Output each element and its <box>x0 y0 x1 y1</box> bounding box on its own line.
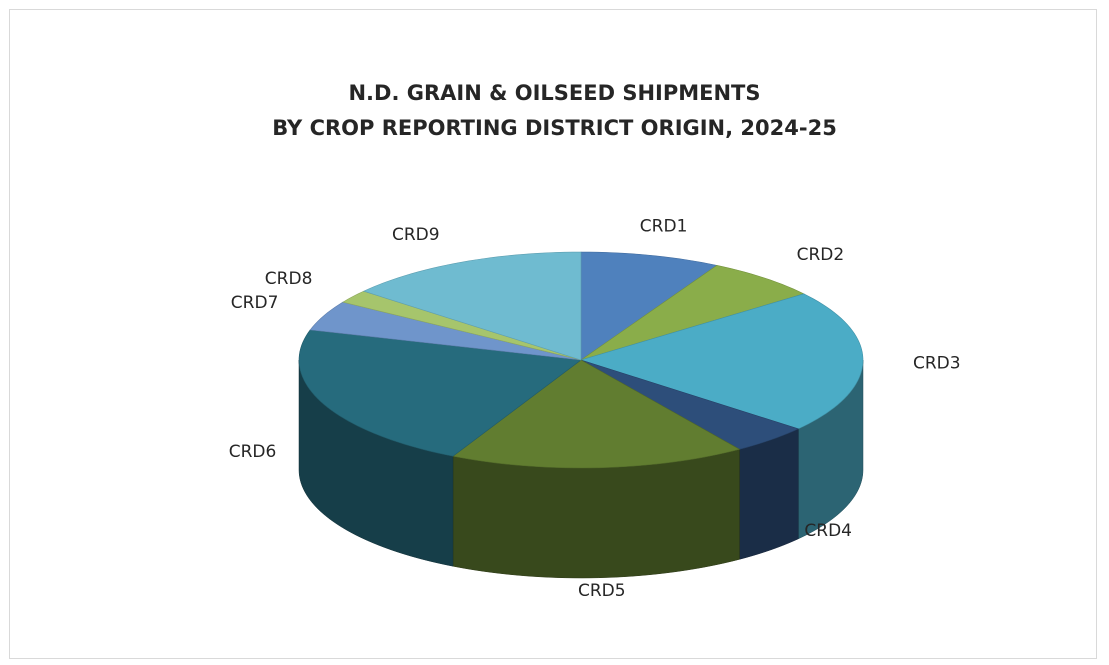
pie-slice-crd2 <box>580 265 805 361</box>
slice-label-crd1: CRD1 <box>640 216 688 236</box>
pie-labels: CRD1 CRD2 CRD3 CRD4 CRD5 CRD6 CRD7 CRD8 CRD9 <box>229 216 961 601</box>
pie-depth <box>298 359 864 579</box>
pie-slice-crd4 <box>580 359 800 450</box>
pie-slice-crd3 <box>579 293 864 430</box>
slice-label-crd8: CRD8 <box>265 269 313 289</box>
slice-label-crd3: CRD3 <box>913 354 961 374</box>
pie-slice-crd9 <box>362 251 582 361</box>
chart-title-block: N.D. GRAIN & OILSEED SHIPMENTS BY CROP R… <box>0 76 1109 146</box>
pie-slice-crd8 <box>342 290 582 361</box>
pie-top <box>298 251 864 469</box>
slice-label-crd7: CRD7 <box>231 293 279 313</box>
chart-title: N.D. GRAIN & OILSEED SHIPMENTS <box>348 81 761 105</box>
slice-label-crd5: CRD5 <box>578 581 626 601</box>
pie-slice-crd6 <box>298 329 582 457</box>
chart-subtitle: BY CROP REPORTING DISTRICT ORIGIN, 2024-… <box>272 116 837 140</box>
pie-side-crd5 <box>452 448 740 579</box>
pie-side-crd4 <box>739 428 799 560</box>
pie-slice-crd5 <box>452 359 741 469</box>
pie-slice-crd7 <box>309 301 582 361</box>
slice-label-crd4: CRD4 <box>804 521 852 541</box>
pie-slice-crd1 <box>580 251 718 361</box>
slice-label-crd2: CRD2 <box>797 245 845 265</box>
slice-label-crd6: CRD6 <box>229 442 277 462</box>
slice-label-crd9: CRD9 <box>392 225 440 245</box>
